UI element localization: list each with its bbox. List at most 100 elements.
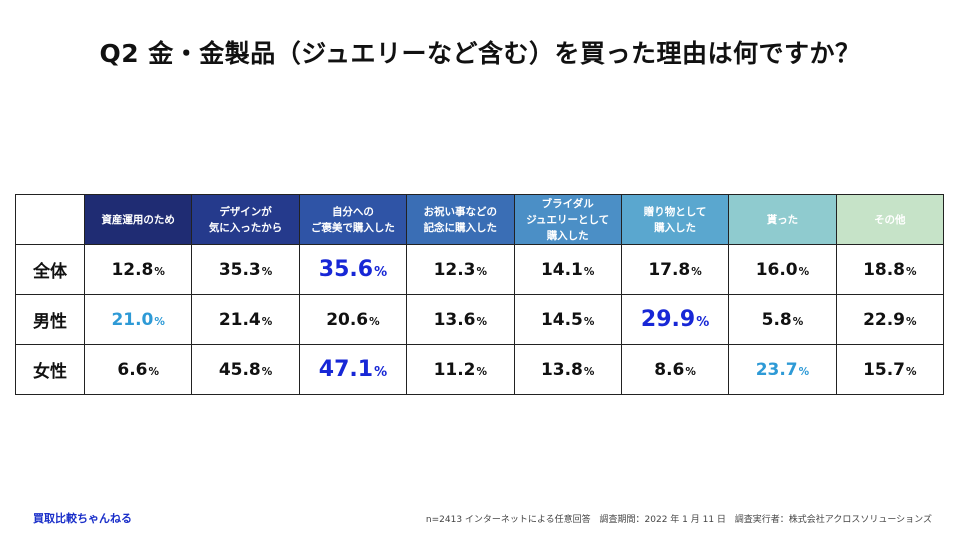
value-cell: 23.7% — [728, 344, 837, 395]
value-number: 8.6 — [654, 359, 685, 380]
percent-sign: % — [685, 365, 696, 378]
value-number: 14.5 — [540, 309, 583, 330]
value-cell: 16.0% — [728, 244, 837, 295]
column-header-line: ジュエリーとして — [526, 213, 610, 226]
row-label: 男性 — [15, 294, 85, 345]
value-cell: 29.9% — [620, 294, 730, 345]
value-cell: 5.8% — [728, 294, 837, 345]
survey-note: n=2413 インターネットによる任意回答 調査期間：2022 年 1 月 11… — [420, 512, 932, 525]
value-number: 17.8 — [648, 259, 691, 280]
column-header-line: 贈り物として — [643, 205, 707, 218]
value-cell: 21.0% — [83, 294, 193, 345]
value-cell: 45.8% — [191, 344, 300, 395]
value-cell: 14.5% — [513, 294, 622, 345]
value-number: 29.9 — [640, 307, 696, 332]
value-number: 21.0 — [111, 309, 154, 330]
table-body: 全体 12.8% 35.3% 35.6% 12.3% 14.1% 17.8% 16.0% 18.… — [15, 244, 945, 395]
row-label: 女性 — [15, 344, 85, 395]
value-cell: 35.3% — [191, 244, 300, 295]
value-number: 15.7 — [863, 359, 906, 380]
column-header-line: ブライダル — [541, 197, 594, 210]
value-number: 22.9 — [863, 309, 906, 330]
page-title: Q2 金・金製品（ジュエリーなど含む）を買った理由は何ですか？ — [99, 39, 861, 68]
column-header-line: 購入した — [546, 229, 589, 242]
column-header-line: お祝い事などの — [423, 205, 498, 218]
value-cell: 18.8% — [835, 244, 945, 295]
percent-sign: % — [476, 315, 488, 328]
value-number: 11.2 — [433, 359, 476, 380]
percent-sign: % — [154, 265, 165, 278]
value-number: 45.8 — [218, 359, 261, 380]
percent-sign: % — [261, 315, 273, 328]
percent-sign: % — [369, 315, 380, 328]
value-cell: 47.1% — [298, 344, 408, 395]
column-header: 自分への ご褒美で購入した — [298, 194, 408, 245]
value-number: 13.6 — [433, 309, 476, 330]
value-number: 14.1 — [540, 259, 583, 280]
table-row: 女性 6.6% 45.8% 47.1% 11.2% 13.8% 8.6% 23.7% 15.7% — [15, 344, 945, 395]
value-number: 35.6 — [318, 257, 374, 282]
column-header-line: 記念に購入した — [423, 221, 498, 234]
value-number: 5.8 — [761, 309, 792, 330]
value-cell: 21.4% — [191, 294, 300, 345]
value-cell: 14.1% — [513, 244, 622, 295]
percent-sign: % — [906, 265, 917, 278]
sample-note: n=2413 インターネットによる任意回答 — [425, 515, 591, 525]
value-cell: 20.6% — [298, 294, 408, 345]
percent-sign: % — [906, 365, 917, 378]
value-number: 47.1 — [318, 357, 374, 382]
percent-sign: % — [374, 265, 388, 280]
percent-sign: % — [261, 265, 273, 278]
percent-sign: % — [583, 315, 595, 328]
value-number: 35.3 — [218, 259, 261, 280]
column-header: 貰った — [728, 194, 837, 245]
row-label: 全体 — [15, 244, 85, 295]
value-cell: 6.6% — [83, 344, 193, 395]
percent-sign: % — [906, 315, 917, 328]
column-header-line: 気に入ったから — [208, 221, 283, 234]
value-number: 20.6 — [326, 309, 369, 330]
percent-sign: % — [696, 315, 710, 330]
value-number: 18.8 — [863, 259, 906, 280]
value-cell: 22.9% — [835, 294, 945, 345]
corner-cell — [15, 194, 85, 245]
value-cell: 13.8% — [513, 344, 622, 395]
value-cell: 15.7% — [835, 344, 945, 395]
percent-sign: % — [583, 265, 595, 278]
column-header-line: その他 — [874, 213, 906, 226]
value-cell: 12.3% — [406, 244, 515, 295]
brand-name: 買取比較ちゃんねる — [33, 512, 132, 525]
value-cell: 11.2% — [406, 344, 515, 395]
column-header: 資産運用のため — [83, 194, 193, 245]
value-cell: 17.8% — [620, 244, 730, 295]
value-number: 13.8 — [540, 359, 583, 380]
column-header-line: ご褒美で購入した — [310, 221, 395, 234]
value-number: 21.4 — [218, 309, 261, 330]
percent-sign: % — [154, 315, 165, 328]
percent-sign: % — [798, 265, 810, 278]
period-note: 調査期間：2022 年 1 月 11 日 — [599, 515, 726, 525]
value-cell: 35.6% — [298, 244, 408, 295]
percent-sign: % — [476, 365, 488, 378]
column-header: お祝い事などの 記念に購入した — [406, 194, 515, 245]
percent-sign: % — [476, 265, 488, 278]
header-row: 資産運用のため デザインが 気に入ったから 自分への ご褒美で購入した お祝い事などの 記念… — [15, 194, 945, 245]
column-header: 贈り物として 購入した — [620, 194, 730, 245]
value-number: 12.8 — [111, 259, 154, 280]
percent-sign: % — [798, 365, 810, 378]
column-header-line: デザインが — [219, 205, 272, 218]
value-cell: 8.6% — [620, 344, 730, 395]
value-number: 16.0 — [755, 259, 798, 280]
table-row: 男性 21.0% 21.4% 20.6% 13.6% 14.5% 29.9% 5.8% 22.9… — [15, 294, 945, 345]
value-number: 23.7 — [755, 359, 798, 380]
column-header: ブライダルジュエリーとして 購入した — [513, 194, 622, 245]
percent-sign: % — [792, 315, 804, 328]
value-cell: 12.8% — [83, 244, 193, 295]
percent-sign: % — [583, 365, 595, 378]
value-number: 12.3 — [433, 259, 476, 280]
percent-sign: % — [148, 365, 160, 378]
column-header: デザインが気に入ったから — [191, 194, 300, 245]
agency-note: 調査実行者：株式会社アクロスソリューションズ — [734, 515, 932, 525]
percent-sign: % — [261, 365, 273, 378]
